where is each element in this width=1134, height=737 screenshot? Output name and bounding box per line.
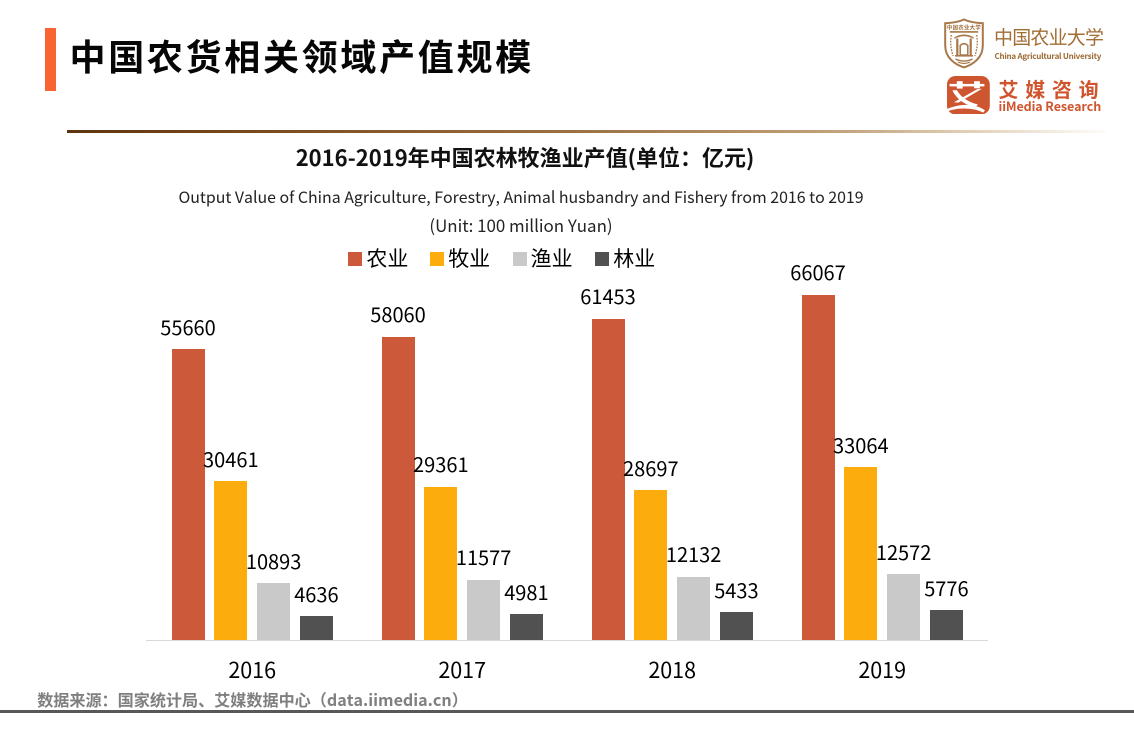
svg-text:中国农业大学: 中国农业大学 — [947, 23, 981, 31]
